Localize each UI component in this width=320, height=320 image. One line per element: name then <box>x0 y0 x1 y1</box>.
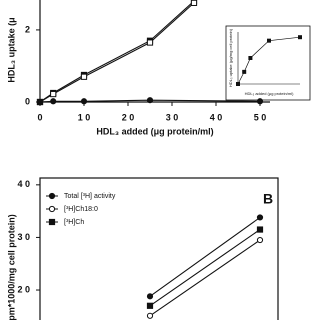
y-axis-label: cpm*1000/mg cell protein) <box>6 214 16 320</box>
point <box>236 82 240 86</box>
x-tick-label: 2 0 <box>122 112 135 122</box>
inset-frame <box>225 25 311 101</box>
point <box>248 56 253 60</box>
point <box>146 302 154 309</box>
point <box>267 38 271 43</box>
point <box>298 35 302 40</box>
y-axis-label: HDL₃ uptake (μg/mg cell protein) <box>228 28 233 87</box>
point <box>50 90 57 98</box>
point <box>80 98 88 105</box>
x-tick-label: 4 0 <box>210 112 223 122</box>
x-tick-label: 0 <box>37 112 42 122</box>
x-tick-label: 3 0 <box>166 112 179 122</box>
point <box>36 98 44 106</box>
series-line <box>39 0 195 103</box>
x-axis-label: HDL₃ added (μg protein/ml) <box>245 91 295 96</box>
point <box>146 39 154 46</box>
point <box>190 0 198 6</box>
series-line <box>149 229 261 307</box>
point <box>256 214 264 221</box>
point <box>242 69 247 74</box>
x-tick-label: 5 0 <box>254 112 267 122</box>
y-tick-label: 2 <box>25 24 30 34</box>
point <box>50 98 57 105</box>
panel-label: B <box>263 191 273 207</box>
legend-label: [³H]Ch <box>64 219 84 226</box>
y-tick-label: 4 0 <box>17 179 30 189</box>
legend-marker <box>48 205 56 213</box>
y-tick-label: 2 0 <box>17 284 30 294</box>
series-line <box>149 239 261 317</box>
y-tick-label: 0 <box>25 96 30 106</box>
point <box>80 73 88 80</box>
point <box>256 98 264 105</box>
point <box>256 226 264 233</box>
panel-b-frame <box>39 177 279 320</box>
point <box>146 312 154 319</box>
point <box>146 97 154 104</box>
point <box>146 293 154 300</box>
legend-label: Total [³H] activity <box>64 193 116 200</box>
x-tick-label: 1 0 <box>78 112 91 122</box>
legend-marker <box>48 218 56 226</box>
y-axis-label: HDL₃ uptake (μ <box>6 17 16 82</box>
series-line <box>149 216 261 297</box>
legend-marker <box>48 192 56 200</box>
y-tick-label: 3 0 <box>17 232 30 242</box>
legend-label: [³H]Ch18:0 <box>64 206 98 213</box>
point <box>256 236 264 244</box>
x-axis-label: HDL₃ added (μg protein/ml) <box>96 126 213 136</box>
